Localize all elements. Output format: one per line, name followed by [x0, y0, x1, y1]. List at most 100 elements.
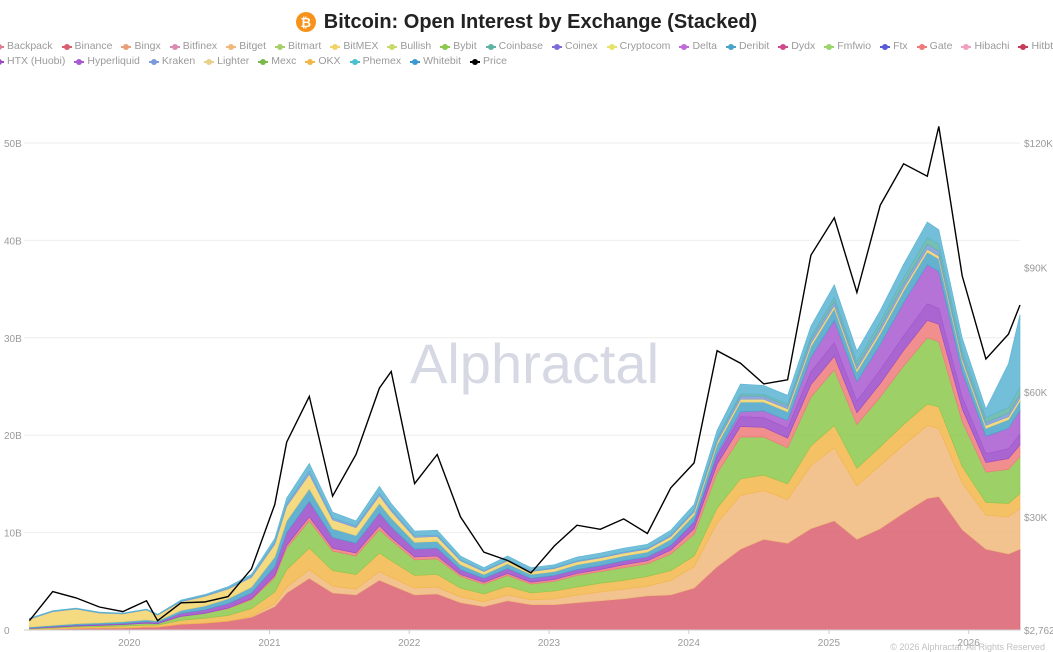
legend-label: Lighter — [217, 55, 250, 67]
legend-item[interactable]: Bingx — [121, 40, 161, 53]
legend-item[interactable]: Bybit — [440, 40, 477, 53]
price-series-line — [28, 126, 1021, 622]
legend-item[interactable]: Deribit — [725, 40, 770, 53]
legend-label: Cryptocom — [619, 40, 671, 52]
legend-swatch-icon — [61, 42, 72, 52]
legend-item[interactable]: Cryptocom — [606, 40, 671, 53]
y-right-tick-label: $90K — [1024, 264, 1048, 275]
legend-item[interactable]: Phemex — [349, 55, 401, 68]
legend-item[interactable]: Hyperliquid — [74, 55, 140, 68]
legend-swatch-icon — [916, 42, 927, 52]
legend-swatch-icon — [258, 57, 269, 67]
legend-label: Bitget — [239, 40, 267, 52]
legend-swatch-icon — [824, 42, 835, 52]
legend-item[interactable]: Bitfinex — [169, 40, 218, 53]
legend-swatch-icon — [148, 57, 159, 67]
legend-item[interactable]: Gate — [916, 40, 953, 53]
y-left-tick-label: 50B — [4, 139, 22, 150]
y-left-tick-label: 0 — [4, 626, 10, 637]
legend-label: Bybit — [453, 40, 477, 52]
x-tick-label: 2022 — [398, 638, 421, 649]
legend-item[interactable]: Binance — [61, 40, 113, 53]
legend-item[interactable]: Bitmart — [275, 40, 321, 53]
x-tick-label: 2020 — [118, 638, 141, 649]
legend-swatch-icon — [330, 42, 341, 52]
legend-item[interactable]: Coinbase — [485, 40, 543, 53]
y-left-tick-label: 10B — [4, 529, 22, 540]
legend-swatch-icon — [880, 42, 891, 52]
y-right-tick-label: $120K — [1024, 139, 1053, 150]
legend-item[interactable]: Ftx — [880, 40, 908, 53]
legend-swatch-icon — [305, 57, 316, 67]
legend-item[interactable]: Backpack — [0, 40, 53, 53]
stacked-areas — [29, 221, 1021, 631]
legend-swatch-icon — [226, 42, 237, 52]
legend-swatch-icon — [725, 42, 736, 52]
legend-label: Deribit — [738, 40, 770, 52]
legend-swatch-icon — [387, 42, 398, 52]
bitcoin-icon: ₿ — [295, 12, 316, 32]
legend-swatch-icon — [778, 42, 789, 52]
x-tick-label: 2026 — [958, 638, 981, 649]
legend-item[interactable]: BitMEX — [330, 40, 378, 53]
legend-label: Backpack — [7, 40, 53, 52]
legend-item[interactable]: Price — [470, 55, 507, 68]
legend-item[interactable]: Kraken — [148, 55, 196, 68]
legend-swatch-icon — [1018, 42, 1029, 52]
y-left-tick-label: 20B — [4, 431, 22, 442]
legend-label: Whitebit — [423, 55, 462, 67]
legend-item[interactable]: Mexc — [258, 55, 296, 68]
y-right-tick-label: $60K — [1024, 388, 1048, 399]
legend-swatch-icon — [204, 57, 215, 67]
chart-title: Bitcoin: Open Interest by Exchange (Stac… — [323, 10, 758, 33]
legend-label: Gate — [929, 40, 953, 52]
legend-item[interactable]: Hitbtc — [1018, 40, 1053, 53]
legend-label: Price — [483, 55, 507, 67]
legend-item[interactable]: Whitebit — [410, 55, 461, 68]
legend: Backpack Binance Bingx Bitfinex Bitget Bitmar… — [0, 40, 1053, 68]
legend-label: Dydx — [791, 40, 816, 52]
legend-label: Bullish — [400, 40, 432, 52]
legend-label: Ftx — [893, 40, 908, 52]
y-left-tick-label: 40B — [4, 236, 22, 247]
legend-label: Hitbtc — [1031, 40, 1053, 52]
legend-item[interactable]: OKX — [305, 55, 341, 68]
x-tick-label: 2025 — [818, 638, 841, 649]
legend-swatch-icon — [679, 42, 690, 52]
legend-swatch-icon — [410, 57, 421, 67]
legend-item[interactable]: Delta — [679, 40, 717, 53]
legend-item[interactable]: Lighter — [204, 55, 249, 68]
legend-label: Bitfinex — [182, 40, 218, 52]
legend-label: Fmfwio — [837, 40, 872, 52]
legend-item[interactable]: HTX (Huobi) — [0, 55, 65, 68]
legend-item[interactable]: Hibachi — [961, 40, 1009, 53]
legend-label: Hyperliquid — [87, 55, 140, 67]
x-tick-label: 2021 — [258, 638, 281, 649]
legend-label: BitMEX — [343, 40, 379, 52]
legend-swatch-icon — [349, 57, 360, 67]
legend-item[interactable]: Fmfwio — [824, 40, 871, 53]
legend-swatch-icon — [0, 42, 4, 52]
x-tick-label: 2024 — [678, 638, 701, 649]
legend-item[interactable]: Bitget — [226, 40, 266, 53]
legend-swatch-icon — [606, 42, 617, 52]
chart-header: ₿ Bitcoin: Open Interest by Exchange (St… — [0, 8, 1053, 36]
axes: 0 10B 20B 30B 40B 50B $2,762 $30K $60K $90K $120K 2… — [4, 139, 1053, 649]
legend-label: Kraken — [161, 55, 196, 67]
x-tick-label: 2023 — [538, 638, 561, 649]
legend-swatch-icon — [74, 57, 85, 67]
area-others — [29, 221, 1021, 620]
legend-swatch-icon — [169, 42, 180, 52]
legend-swatch-icon — [485, 42, 496, 52]
legend-item[interactable]: Coinex — [551, 40, 598, 53]
price-line — [28, 126, 1021, 622]
legend-label: HTX (Huobi) — [7, 55, 66, 67]
legend-item[interactable]: Dydx — [778, 40, 815, 53]
footer-copyright: © 2026 Alphractal. All Rights Reserved — [890, 642, 1045, 652]
legend-label: Bitmart — [288, 40, 322, 52]
legend-label: Binance — [74, 40, 113, 52]
legend-item[interactable]: Bullish — [387, 40, 431, 53]
legend-swatch-icon — [470, 57, 481, 67]
y-right-tick-label: $30K — [1024, 513, 1048, 524]
